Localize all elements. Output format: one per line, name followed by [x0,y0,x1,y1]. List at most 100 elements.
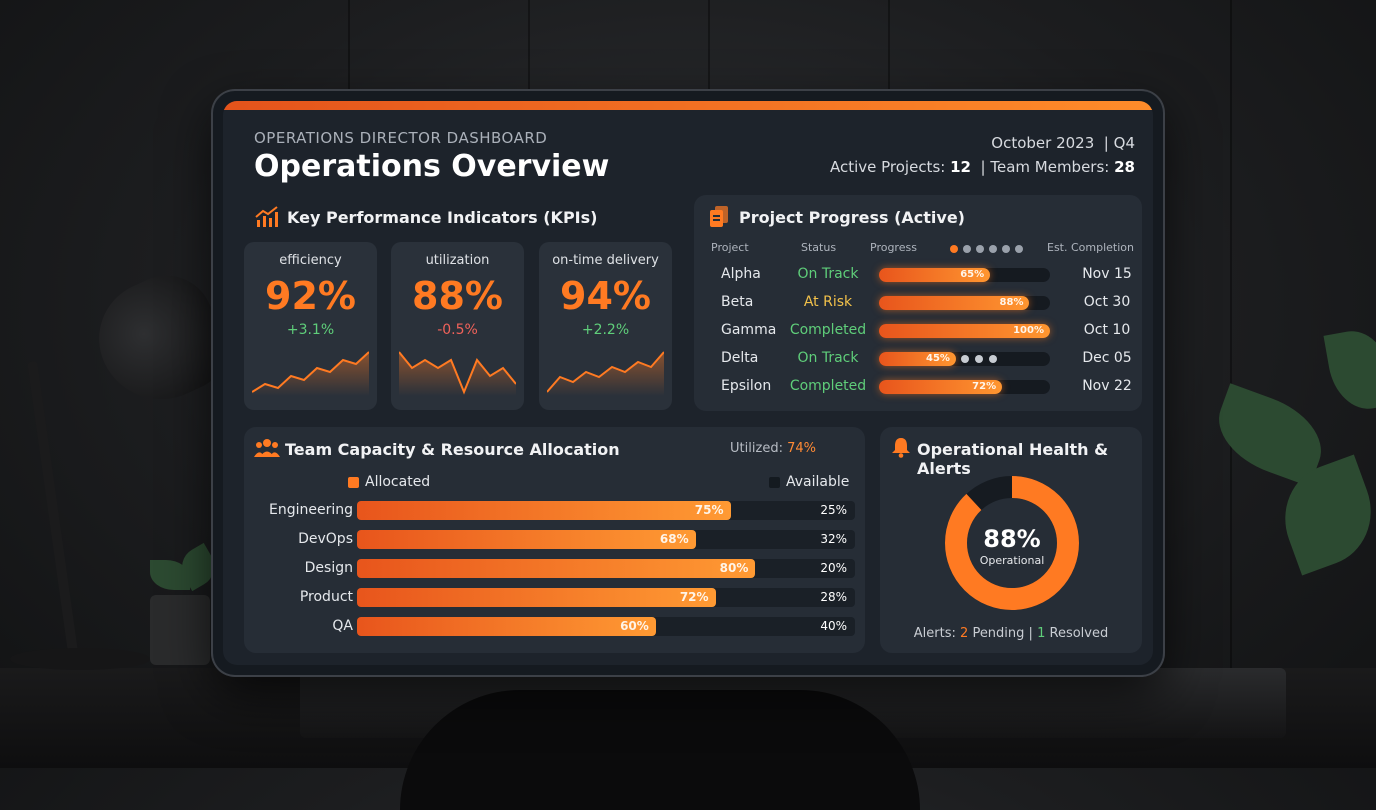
completion-date: Dec 05 [1082,350,1132,366]
kpi-card-efficiency[interactable]: efficiency 92% +3.1% [244,242,377,410]
kpi-sparkline [252,351,369,396]
kpi-section-title: Key Performance Indicators (KPIs) [287,208,598,227]
legend-allocated-label: Allocated [365,474,431,490]
allocated-bar: 72% [357,588,716,607]
completion-date: Oct 10 [1083,322,1131,338]
project-row[interactable]: Delta On Track 45% Dec 05 [708,345,1148,373]
kpi-delta: +3.1% [286,322,335,338]
separator: | [1028,626,1033,641]
project-name: Alpha [721,266,761,282]
team-name: Engineering [269,502,353,518]
donut-arc [945,476,1079,610]
allocated-bar: 68% [357,530,696,549]
pager-dot[interactable] [1015,245,1023,253]
available-percent: 28% [820,590,847,604]
kpi-label: efficiency [279,253,342,268]
summary-line: Active Projects: 12 | Team Members: 28 [830,158,1135,176]
project-row[interactable]: Beta At Risk 88% Oct 30 [708,289,1148,317]
project-name: Beta [721,294,754,310]
plant-leaf [1323,325,1376,415]
team-name: QA [332,618,353,634]
active-projects-count: 12 [950,158,971,176]
allocated-percent: 80% [719,561,749,575]
capacity-row[interactable]: Design 80% 20% [253,558,878,578]
health-sublabel: Operational [979,554,1045,567]
health-value: 88% [983,525,1041,553]
available-percent: 32% [820,532,847,546]
team-icon [254,439,280,457]
capacity-track: 72% 28% [357,588,855,607]
sparkline-line [547,351,664,393]
column-header-progress: Progress [870,241,917,254]
team-name: Product [299,589,353,605]
loading-dot [989,355,997,363]
available-percent: 25% [820,503,847,517]
pager-dot[interactable] [963,245,971,253]
health-section-title: Operational Health & Alerts [917,440,1109,478]
progress-percent: 45% [926,353,950,364]
kpi-card-utilization[interactable]: utilization 88% -0.5% [391,242,524,410]
dashboard-eyebrow: OPERATIONS DIRECTOR DASHBOARD [254,129,548,147]
project-name: Gamma [721,322,777,338]
lamp-pole [27,360,79,660]
progress-fill: 45% [879,352,956,366]
pager-dot[interactable] [1002,245,1010,253]
progress-track: 45% [879,352,1050,366]
kpi-sparkline [547,351,664,396]
capacity-row[interactable]: DevOps 68% 32% [253,529,878,549]
pager-dot[interactable] [976,245,984,253]
progress-percent: 100% [1013,325,1044,336]
kpi-delta: +2.2% [581,322,630,338]
kpi-card-on-time-delivery[interactable]: on-time delivery 94% +2.2% [539,242,672,410]
sparkline-area [547,352,664,396]
capacity-row[interactable]: Product 72% 28% [253,587,878,607]
documents-icon [710,206,728,227]
column-header-completion: Est. Completion [1047,241,1134,254]
period-label: October 2023 | Q4 [991,134,1135,152]
bell-icon [892,438,910,458]
capacity-row[interactable]: QA 60% 40% [253,616,878,636]
project-status: On Track [797,266,859,282]
column-header-project: Project [711,241,749,254]
separator: | [1099,134,1109,152]
trend-chart-icon [255,206,278,227]
capacity-track: 75% 25% [357,501,855,520]
team-members-label: Team Members: [990,158,1110,176]
project-row[interactable]: Epsilon Completed 72% Nov 22 [708,373,1148,401]
progress-track: 88% [879,296,1050,310]
progress-track: 72% [879,380,1050,394]
legend-available-swatch [769,477,780,488]
progress-track: 100% [879,324,1050,338]
alerts-label: Alerts: [913,626,956,641]
legend-allocated-swatch [348,477,359,488]
progress-track: 65% [879,268,1050,282]
sparkline-line [252,351,369,393]
pager-dot[interactable] [989,245,997,253]
available-percent: 40% [820,619,847,633]
utilized-value: 74% [787,441,816,456]
page-title: Operations Overview [254,149,610,184]
resolved-count: 1 [1037,626,1046,641]
project-status: Completed [789,322,867,338]
allocated-percent: 68% [659,532,689,546]
kpi-delta: -0.5% [437,322,478,338]
pager-dot-active[interactable] [950,245,958,253]
project-status: At Risk [803,294,853,310]
alerts-summary[interactable]: Alerts: 2 Pending | 1 Resolved [880,626,1142,641]
sparkline-line [399,351,516,395]
completion-date: Nov 22 [1082,378,1132,394]
dashboard-screen: OPERATIONS DIRECTOR DASHBOARD Operations… [223,101,1153,665]
completion-date: Nov 15 [1082,266,1132,282]
date-label: October 2023 [991,134,1095,152]
allocated-percent: 75% [694,503,724,517]
loading-dot [961,355,969,363]
progress-fill: 88% [879,296,1030,310]
utilized-label: Utilized: [730,441,783,456]
kpi-value: 94% [560,274,651,318]
project-row[interactable]: Gamma Completed 100% Oct 10 [708,317,1148,345]
completion-date: Oct 30 [1083,294,1131,310]
project-row[interactable]: Alpha On Track 65% Nov 15 [708,261,1148,289]
capacity-row[interactable]: Engineering 75% 25% [253,500,878,520]
allocated-percent: 72% [679,590,709,604]
utilized-summary: Utilized: 74% [730,441,816,456]
